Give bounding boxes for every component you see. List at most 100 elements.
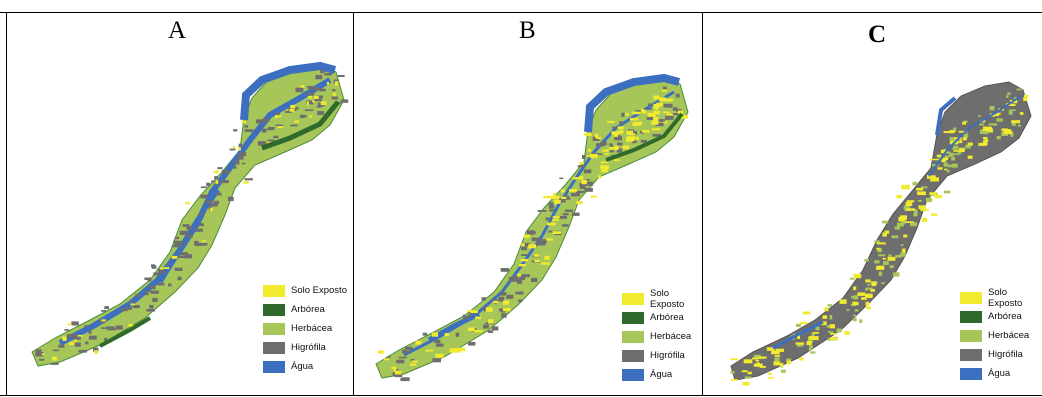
land-cover-patch [331, 89, 336, 92]
land-cover-patch [292, 106, 299, 110]
land-cover-patch [903, 221, 907, 224]
land-cover-patch [632, 122, 638, 127]
swatch-agua [263, 360, 285, 373]
land-cover-patch [876, 265, 885, 270]
land-cover-patch [829, 315, 833, 320]
land-cover-patch [466, 315, 470, 320]
land-cover-patch [647, 103, 654, 106]
land-cover-patch [561, 196, 567, 199]
land-cover-patch [564, 209, 573, 212]
land-cover-patch [655, 108, 659, 111]
frame-top-border [0, 12, 1042, 13]
land-cover-patch [922, 217, 928, 223]
land-cover-patch [579, 183, 587, 187]
land-cover-patch [409, 363, 417, 366]
land-cover-patch [244, 125, 249, 128]
land-cover-patch [768, 377, 775, 379]
land-cover-patch [50, 363, 59, 365]
land-cover-patch [313, 86, 318, 90]
land-cover-patch [887, 256, 896, 261]
land-cover-patch [84, 325, 90, 327]
map-a [31, 61, 349, 367]
land-cover-patch [742, 381, 750, 386]
land-cover-patch [74, 342, 81, 347]
land-cover-patch [502, 308, 511, 312]
land-cover-patch [220, 180, 229, 184]
panel-a: A Solo Exposto Arbórea Herbácea Higrófil… [0, 0, 354, 397]
land-cover-patch [93, 347, 99, 352]
land-cover-patch [983, 131, 989, 135]
land-cover-patch [168, 283, 172, 287]
land-cover-patch [227, 196, 234, 202]
legend-item-herbacea: Herbácea [263, 319, 347, 338]
land-cover-patch [989, 106, 995, 111]
land-cover-patch [309, 87, 314, 90]
land-cover-patch [544, 255, 550, 260]
land-cover-patch [267, 139, 275, 142]
land-cover-patch [946, 170, 950, 173]
land-cover-patch [663, 111, 670, 113]
land-cover-patch [918, 205, 926, 209]
land-cover-patch [266, 141, 271, 144]
land-cover-patch [600, 165, 609, 170]
land-cover-patch [171, 255, 178, 259]
land-cover-patch [268, 127, 275, 130]
land-cover-patch [614, 136, 622, 141]
land-cover-patch [867, 293, 872, 297]
land-cover-patch [799, 357, 804, 361]
map-c [730, 81, 1032, 386]
land-cover-patch [852, 317, 857, 322]
legend-item-agua: Água [960, 364, 1042, 383]
land-cover-patch [62, 336, 67, 341]
land-cover-patch [747, 371, 752, 375]
land-cover-patch [387, 355, 391, 358]
land-cover-patch [177, 255, 186, 259]
legend-label: Herbácea [291, 323, 333, 334]
land-cover-patch [146, 309, 155, 312]
land-cover-patch [483, 307, 488, 312]
arborea-edge-strip-2 [99, 316, 152, 348]
land-cover-patch [132, 305, 140, 309]
land-cover-patch [865, 287, 873, 290]
land-cover-patch [256, 119, 264, 124]
land-cover-patch [316, 105, 323, 108]
land-cover-patch [324, 73, 332, 76]
land-cover-patch [576, 201, 583, 205]
land-cover-patch [78, 349, 88, 353]
land-cover-patch [799, 321, 808, 325]
water-channel-upper [584, 73, 681, 133]
land-cover-patch [983, 139, 989, 142]
land-cover-patch [545, 217, 551, 221]
land-cover-patch [200, 194, 208, 199]
land-cover-patch [558, 215, 567, 219]
panel-label-a: A [168, 17, 187, 44]
legend-label: Higrófila [988, 349, 1023, 360]
land-cover-patch [744, 376, 752, 379]
land-cover-patch [795, 342, 805, 345]
land-cover-patch [149, 304, 154, 309]
land-cover-patch [314, 95, 319, 99]
land-cover-patch [797, 342, 802, 347]
legend-label: Higrófila [291, 342, 326, 353]
land-cover-patch [68, 334, 77, 338]
legend-item-solo-exposto: Solo Exposto [960, 287, 1042, 309]
land-cover-patch [758, 356, 767, 359]
land-cover-patch [152, 287, 156, 290]
land-cover-patch [902, 248, 906, 253]
land-cover-patch [538, 242, 546, 246]
land-cover-patch [963, 133, 969, 138]
land-cover-patch [619, 121, 623, 125]
land-cover-patch [953, 127, 957, 132]
land-cover-patch [149, 285, 156, 289]
land-cover-patch [607, 121, 615, 123]
land-cover-patch [85, 341, 89, 345]
land-cover-patch [627, 133, 635, 136]
land-cover-patch [483, 324, 489, 329]
land-cover-patch [173, 240, 178, 243]
land-cover-patch [979, 129, 987, 134]
swatch-agua [960, 367, 982, 380]
frame-left-border [6, 12, 7, 396]
land-cover-patch [488, 319, 494, 324]
map-b [375, 73, 689, 382]
land-cover-patch [676, 109, 682, 112]
